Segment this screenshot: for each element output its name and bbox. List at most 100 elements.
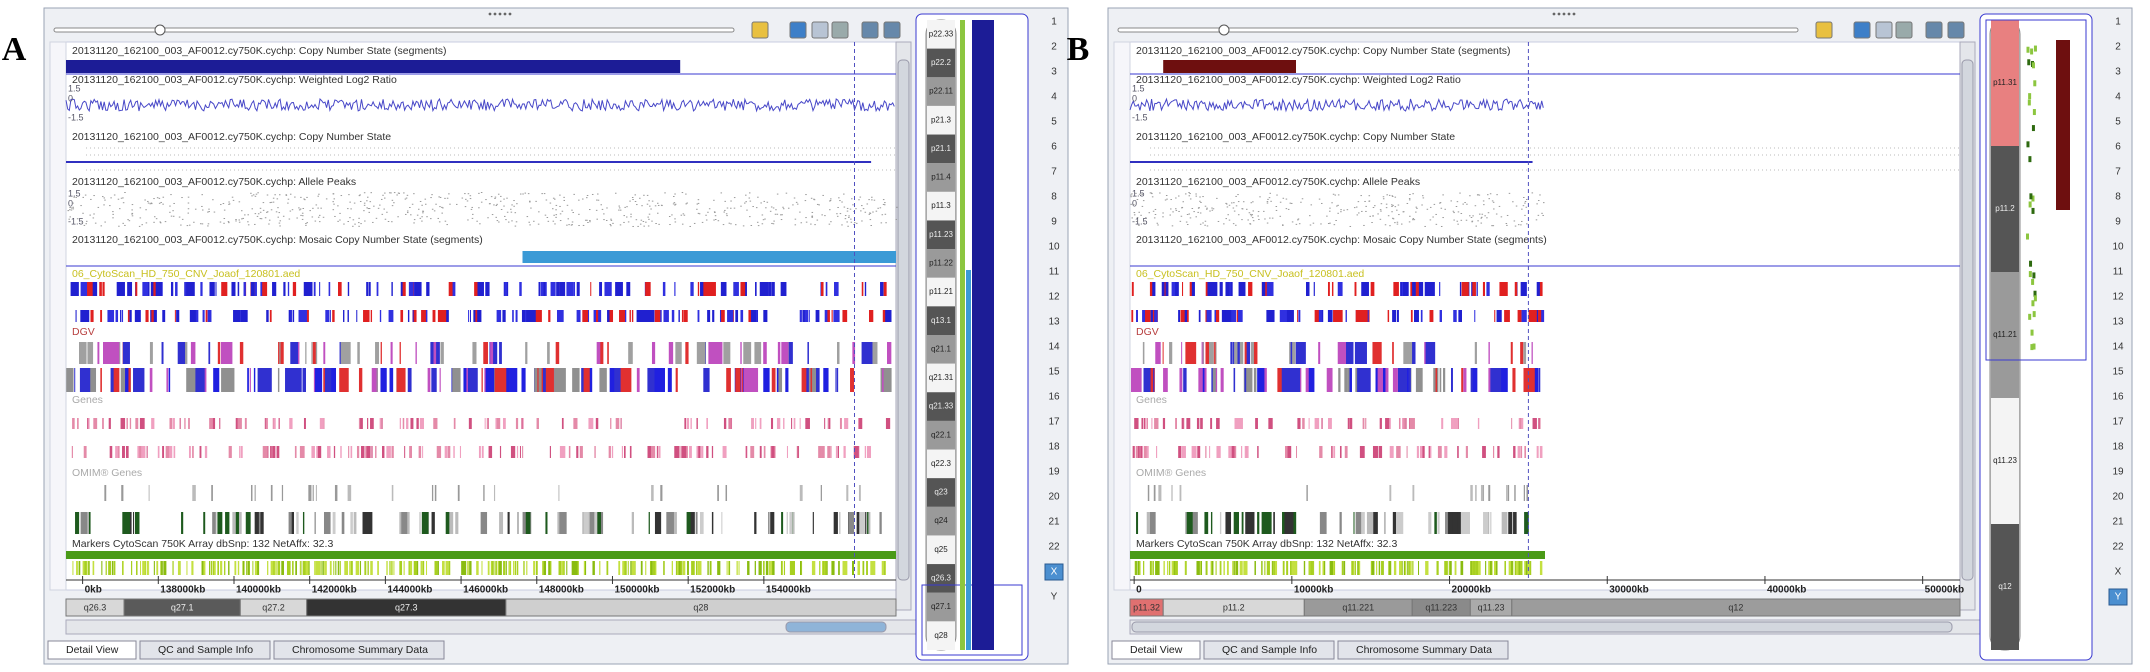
grip-dot [503, 12, 507, 16]
chromosome-item[interactable]: 13 [2112, 317, 2124, 328]
tab[interactable] [1111, 640, 1201, 660]
allele-dot [632, 225, 634, 227]
tab[interactable] [139, 640, 271, 660]
chromosome-item[interactable]: 21 [1048, 517, 1060, 528]
chromosome-item[interactable]: 14 [2112, 342, 2124, 353]
chromosome-item[interactable]: 13 [1048, 317, 1060, 328]
feature-stripe [1225, 512, 1232, 534]
chromosome-item[interactable]: 20 [2112, 492, 2124, 503]
feature-stripe [1141, 446, 1144, 458]
ideogram-band [927, 621, 955, 650]
chromosome-item[interactable]: 7 [1051, 167, 1057, 178]
chromosome-item[interactable]: 15 [2112, 367, 2124, 378]
chromosome-item[interactable]: Y [2115, 592, 2122, 603]
chromosome-item[interactable]: 3 [2115, 67, 2121, 78]
chromosome-item[interactable]: 6 [2115, 142, 2121, 153]
v-scrollbar-thumb[interactable] [897, 59, 910, 581]
chromosome-item[interactable]: 19 [1048, 467, 1060, 478]
chromosome-item[interactable]: 5 [2115, 117, 2121, 128]
chromosome-item[interactable]: 2 [1051, 42, 1057, 53]
chromosome-item[interactable]: 10 [2112, 242, 2124, 253]
chromosome-item[interactable]: 19 [2112, 467, 2124, 478]
feature-stripe [1384, 512, 1386, 534]
chromosome-item[interactable]: 1 [1051, 17, 1057, 28]
chromosome-item[interactable]: 5 [1051, 117, 1057, 128]
tab-label[interactable]: Chromosome Summary Data [292, 644, 428, 656]
toolbar-button[interactable] [883, 21, 901, 39]
allele-dot [500, 208, 503, 210]
h-scrollbar-thumb[interactable] [1131, 621, 1953, 633]
feature-stripe [827, 446, 830, 458]
zoom-slider-knob[interactable] [1218, 24, 1230, 36]
chromosome-item[interactable]: 6 [1051, 142, 1057, 153]
h-scrollbar-thumb[interactable] [785, 621, 887, 633]
allele-dot [173, 202, 175, 204]
chromosome-item[interactable]: 12 [2112, 292, 2124, 303]
chromosome-item[interactable]: X [2115, 567, 2122, 578]
chromosome-item[interactable]: 11 [1049, 267, 1060, 278]
chromosome-item[interactable]: 16 [2112, 392, 2124, 403]
toolbar-button[interactable] [1925, 21, 1943, 39]
toolbar-button[interactable] [861, 21, 879, 39]
chromosome-item[interactable]: X [1051, 567, 1058, 578]
tab-label[interactable]: QC and Sample Info [158, 644, 253, 656]
tab[interactable] [47, 640, 137, 660]
chromosome-item[interactable]: 9 [1051, 217, 1057, 228]
chromosome-item[interactable]: 4 [2115, 92, 2121, 103]
chromosome-item[interactable]: 17 [1048, 417, 1060, 428]
toolbar-button[interactable] [789, 21, 807, 39]
v-scrollbar-thumb[interactable] [1961, 59, 1974, 581]
allele-dot [113, 194, 116, 196]
allele-dot [305, 224, 307, 226]
tab[interactable] [1203, 640, 1335, 660]
chromosome-item[interactable]: 22 [2112, 542, 2124, 553]
toolbar-button[interactable] [1947, 21, 1965, 39]
toolbar-button[interactable] [1895, 21, 1913, 39]
tab[interactable] [1337, 640, 1509, 660]
chromosome-item[interactable]: 7 [2115, 167, 2121, 178]
chromosome-item[interactable]: 14 [1048, 342, 1060, 353]
toolbar-button[interactable] [811, 21, 829, 39]
chromosome-item[interactable]: 22 [1048, 542, 1060, 553]
toolbar-button[interactable] [751, 21, 769, 39]
chromosome-item[interactable]: 12 [1048, 292, 1060, 303]
chromosome-selected[interactable] [1044, 563, 1064, 581]
chromosome-item[interactable]: 17 [2112, 417, 2124, 428]
toolbar-button[interactable] [1875, 21, 1893, 39]
tab-label[interactable]: QC and Sample Info [1222, 644, 1317, 656]
chromosome-item[interactable]: 9 [2115, 217, 2121, 228]
chromosome-item[interactable]: Y [1051, 592, 1058, 603]
chromosome-item[interactable]: 18 [2112, 442, 2124, 453]
chromosome-item[interactable]: 11 [2113, 267, 2124, 278]
tab-label[interactable]: Detail View [1130, 644, 1183, 656]
zoom-slider-knob[interactable] [154, 24, 166, 36]
allele-dot [1206, 225, 1209, 227]
chromosome-item[interactable]: 8 [1051, 192, 1057, 203]
chromosome-item[interactable]: 21 [2112, 517, 2124, 528]
feature-stripe [278, 342, 284, 364]
tab-label[interactable]: Detail View [66, 644, 119, 656]
allele-dot [844, 215, 847, 217]
allele-dot [80, 205, 82, 207]
chromosome-item[interactable]: 15 [1048, 367, 1060, 378]
chromosome-item[interactable]: 20 [1048, 492, 1060, 503]
chromosome-item[interactable]: 18 [1048, 442, 1060, 453]
chromosome-item[interactable]: 2 [2115, 42, 2121, 53]
chromosome-item[interactable]: 8 [2115, 192, 2121, 203]
chromosome-item[interactable]: 4 [1051, 92, 1057, 103]
tab-label[interactable]: Chromosome Summary Data [1356, 644, 1492, 656]
chromosome-item[interactable]: 16 [1048, 392, 1060, 403]
chromosome-item[interactable]: 10 [1048, 242, 1060, 253]
tab[interactable] [273, 640, 445, 660]
toolbar-button[interactable] [1815, 21, 1833, 39]
feature-stripe [243, 282, 246, 296]
chromosome-item[interactable]: 3 [1051, 67, 1057, 78]
toolbar-button[interactable] [1853, 21, 1871, 39]
feature-stripe [408, 561, 410, 575]
toolbar-button[interactable] [831, 21, 849, 39]
feature-stripe [805, 418, 810, 429]
chromosome-item[interactable]: 1 [2115, 17, 2121, 28]
allele-dot [1270, 200, 1272, 202]
chromosome-selected[interactable] [2108, 588, 2128, 606]
allele-dot [770, 206, 773, 208]
